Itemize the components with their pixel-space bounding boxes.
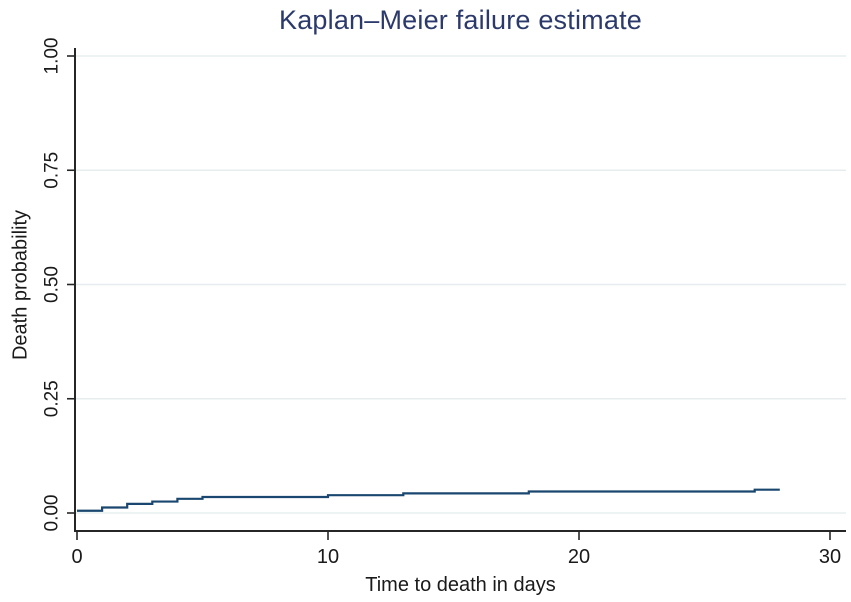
x-tick-label: 30 <box>819 546 841 568</box>
x-axis-title: Time to death in days <box>365 574 556 596</box>
y-tick-label: 0.00 <box>42 495 63 532</box>
y-tick-label: 1.00 <box>42 38 63 75</box>
x-tick-label: 20 <box>568 546 590 568</box>
y-tick-label: 0.75 <box>42 152 63 189</box>
x-tick-label: 10 <box>317 546 339 568</box>
chart-title: Kaplan–Meier failure estimate <box>279 5 642 35</box>
x-tick-label: 0 <box>71 546 82 568</box>
km-step-line <box>77 488 780 512</box>
y-tick-label: 0.25 <box>42 380 63 417</box>
y-tick-label: 0.50 <box>42 266 63 303</box>
y-axis-title: Death probability <box>9 209 32 361</box>
